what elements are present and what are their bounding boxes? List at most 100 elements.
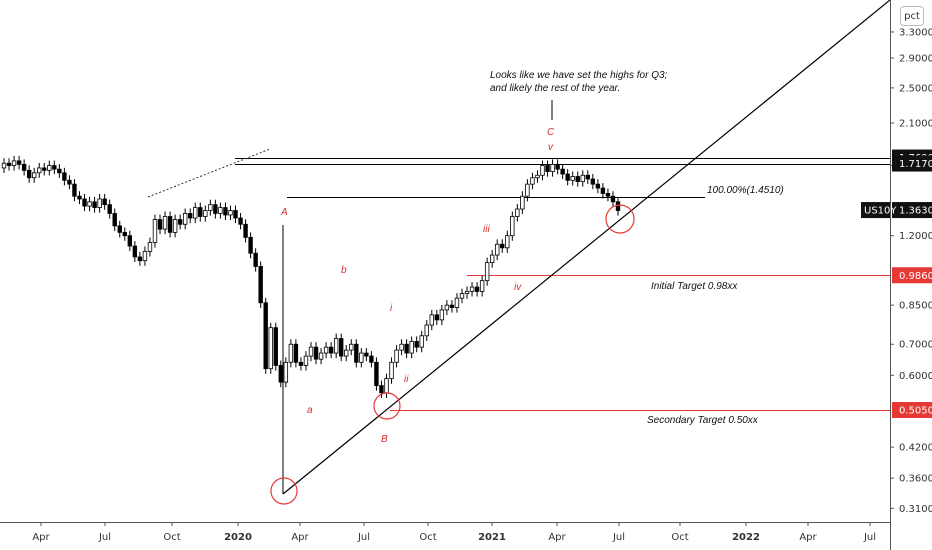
candle-up bbox=[203, 210, 208, 217]
price-tick-label: 0.3100 bbox=[899, 504, 932, 515]
candle-up bbox=[359, 352, 364, 363]
price-badge bbox=[892, 202, 932, 219]
candle-down bbox=[328, 346, 334, 354]
candle-down bbox=[21, 163, 27, 171]
candle-up bbox=[399, 343, 404, 351]
rising-trendline[interactable] bbox=[282, 0, 890, 495]
time-tick-label: Jul bbox=[357, 532, 370, 543]
price-tick-label: 1.2000 bbox=[899, 231, 932, 242]
candle-down bbox=[273, 327, 278, 366]
candle-down bbox=[369, 355, 374, 363]
candle-down bbox=[117, 225, 122, 233]
candle-up bbox=[384, 378, 389, 394]
candle-up bbox=[142, 250, 148, 262]
dotted-trendline[interactable] bbox=[147, 148, 271, 198]
price-tick-label: 2.5000 bbox=[899, 83, 932, 94]
candle-down bbox=[474, 286, 480, 292]
candle-up bbox=[303, 355, 309, 366]
candle-up bbox=[182, 213, 188, 225]
fib-label: 100.00%(1.4510) bbox=[707, 185, 784, 196]
note-line-1: Looks like we have set the highs for Q3; bbox=[490, 70, 668, 81]
price-badge-label: 1.7170 bbox=[899, 159, 932, 170]
candle-down bbox=[545, 165, 550, 172]
price-tick-label: 0.3600 bbox=[899, 474, 932, 485]
candle-up bbox=[444, 304, 450, 311]
candle-down bbox=[167, 216, 173, 233]
secondary-target-label: Secondary Target 0.50xx bbox=[647, 415, 759, 426]
candle-up bbox=[47, 165, 52, 171]
candle-down bbox=[338, 338, 344, 357]
candle-down bbox=[585, 174, 591, 180]
candle-down bbox=[213, 204, 218, 214]
wave-label-v: v bbox=[548, 142, 554, 153]
candle-up bbox=[409, 340, 414, 354]
candle-up bbox=[152, 219, 158, 243]
candle-down bbox=[122, 231, 127, 237]
candle-up bbox=[469, 286, 475, 292]
candle-up bbox=[97, 198, 102, 208]
candle-down bbox=[565, 173, 570, 181]
wave-label-a: a bbox=[307, 405, 313, 416]
candle-up bbox=[308, 346, 314, 357]
candle-down bbox=[590, 178, 596, 185]
time-axis[interactable]: Apr Jul Oct 2020 Apr Jul Oct 2021 Apr Jul Oct 2022 A… bbox=[32, 522, 876, 543]
wave-label-ii: ii bbox=[404, 374, 409, 385]
b-circle[interactable] bbox=[373, 392, 401, 420]
candle-down bbox=[233, 210, 238, 219]
candle-down bbox=[57, 168, 62, 174]
candle-down bbox=[248, 236, 253, 254]
percent-scale-button[interactable]: pct bbox=[900, 6, 924, 26]
candle-down bbox=[449, 304, 455, 308]
candle-up bbox=[1, 162, 7, 169]
candle-up bbox=[228, 210, 233, 216]
price-tick-label: 0.6000 bbox=[899, 371, 932, 382]
candle-up bbox=[464, 291, 470, 295]
candle-up bbox=[193, 207, 198, 219]
candle-up bbox=[505, 235, 510, 249]
candle-up bbox=[208, 204, 213, 211]
candle-down bbox=[238, 217, 243, 225]
price-axis[interactable]: 3.30002.90002.50002.10001.70001.20000.85… bbox=[890, 27, 932, 515]
symbol-badge-label: US10Y bbox=[864, 206, 897, 217]
candle-down bbox=[112, 213, 117, 227]
low-circle[interactable] bbox=[270, 477, 298, 505]
candle-down bbox=[243, 223, 248, 238]
candle-up bbox=[37, 167, 42, 174]
candle-down bbox=[575, 176, 580, 182]
candle-down bbox=[610, 195, 616, 203]
time-tick-label: Apr bbox=[291, 532, 309, 543]
candle-up bbox=[218, 207, 223, 214]
candle-up bbox=[268, 327, 273, 370]
time-tick-label: Oct bbox=[671, 532, 688, 543]
wave-label-B: B bbox=[381, 434, 388, 445]
time-tick-label: 2022 bbox=[732, 532, 760, 543]
candle-up bbox=[162, 216, 168, 230]
candle-down bbox=[157, 219, 163, 230]
candle-up bbox=[11, 160, 17, 166]
symbol-badge bbox=[861, 202, 890, 219]
candle-up bbox=[515, 208, 520, 217]
candle-down bbox=[6, 162, 12, 166]
current-circle[interactable] bbox=[605, 204, 635, 234]
candle-down bbox=[72, 183, 77, 197]
candle-down bbox=[298, 361, 304, 366]
candle-down bbox=[16, 160, 22, 165]
candle-up bbox=[283, 361, 289, 383]
time-tick-label: Oct bbox=[419, 532, 436, 543]
price-badge bbox=[892, 155, 932, 172]
wave-label-b: b bbox=[341, 265, 347, 276]
candle-down bbox=[560, 168, 565, 175]
candle-up bbox=[535, 174, 540, 179]
candle-down bbox=[42, 167, 47, 171]
candle-up bbox=[570, 176, 575, 181]
time-tick-label: 2021 bbox=[478, 532, 506, 543]
candle-up bbox=[419, 335, 424, 348]
candle-up bbox=[344, 349, 349, 357]
price-tick-label: 0.7000 bbox=[899, 340, 932, 351]
candle-up bbox=[580, 174, 585, 182]
wave-label-iii: iii bbox=[483, 224, 490, 235]
candle-up bbox=[439, 309, 445, 321]
candle-up bbox=[349, 343, 354, 351]
